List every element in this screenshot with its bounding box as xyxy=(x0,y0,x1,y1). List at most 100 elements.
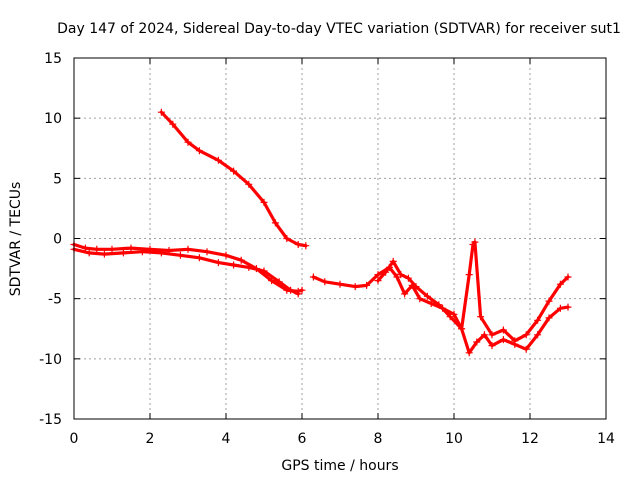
data-point xyxy=(294,241,302,248)
tick-layer: 0 2 4 6 8 10 12 14 -15 -10 -5 0 5 10 15 xyxy=(39,51,615,447)
y-tick-label: -15 xyxy=(39,412,62,428)
data-point xyxy=(435,301,443,309)
data-point xyxy=(351,283,359,291)
data-point xyxy=(222,251,230,259)
data-point xyxy=(138,248,146,256)
data-point xyxy=(488,331,496,339)
series-track-d xyxy=(374,238,572,345)
x-axis-label: GPS time / hours xyxy=(281,458,398,474)
data-point xyxy=(363,281,371,289)
data-point xyxy=(127,244,135,252)
x-tick-label: 14 xyxy=(597,431,615,447)
chart-title: Day 147 of 2024, Sidereal Day-to-day VTE… xyxy=(57,21,621,37)
data-point xyxy=(488,342,496,350)
data-point xyxy=(450,310,458,318)
data-point xyxy=(465,349,473,357)
data-point xyxy=(423,292,431,300)
series-trace xyxy=(159,110,308,248)
data-point xyxy=(169,120,177,128)
data-point xyxy=(522,331,530,339)
data-point xyxy=(260,267,268,275)
series-layer xyxy=(70,108,572,357)
data-point xyxy=(336,280,344,288)
series-track-a xyxy=(70,241,306,295)
data-point xyxy=(245,263,253,271)
data-point xyxy=(93,245,101,253)
data-point xyxy=(564,303,572,311)
data-point xyxy=(545,314,553,322)
data-point xyxy=(157,108,165,116)
data-point xyxy=(157,249,165,257)
series-track-c xyxy=(309,263,572,357)
data-point xyxy=(119,249,127,257)
data-point xyxy=(389,257,397,265)
data-point xyxy=(321,278,329,286)
data-point xyxy=(203,248,211,256)
x-tick-label: 0 xyxy=(70,431,79,447)
x-tick-label: 12 xyxy=(521,431,539,447)
data-point xyxy=(480,331,488,339)
data-point xyxy=(522,345,530,353)
series-track-b xyxy=(70,245,302,298)
x-tick-label: 6 xyxy=(298,431,307,447)
data-point xyxy=(374,277,382,285)
data-point xyxy=(446,313,454,321)
data-point xyxy=(465,271,473,279)
data-point xyxy=(404,274,412,282)
data-point xyxy=(184,138,192,146)
data-point xyxy=(275,278,283,286)
data-point xyxy=(195,147,203,155)
data-point xyxy=(412,283,420,291)
data-point xyxy=(545,297,553,305)
data-point xyxy=(283,235,291,242)
series-track-high xyxy=(157,108,310,250)
data-point xyxy=(564,273,572,281)
y-axis-label: SDTVAR / TECUs xyxy=(8,182,24,297)
data-point xyxy=(271,219,279,227)
data-point xyxy=(534,331,542,339)
y-tick-label: 10 xyxy=(44,111,62,127)
data-point xyxy=(382,268,390,276)
data-point xyxy=(458,325,466,333)
data-point xyxy=(85,249,93,257)
data-point xyxy=(176,251,184,259)
data-point xyxy=(260,198,268,206)
data-point xyxy=(471,238,479,246)
data-point xyxy=(393,273,401,281)
x-tick-label: 10 xyxy=(445,431,463,447)
data-point xyxy=(214,259,222,267)
data-point xyxy=(374,271,382,279)
data-point xyxy=(245,180,253,188)
series-trace xyxy=(72,242,304,293)
data-point xyxy=(309,273,317,281)
data-point xyxy=(214,156,222,164)
data-point xyxy=(108,245,116,253)
data-point xyxy=(184,245,192,253)
data-point xyxy=(237,256,245,264)
data-point xyxy=(298,286,306,294)
data-point xyxy=(230,261,238,269)
data-point xyxy=(499,336,507,344)
x-tick-label: 8 xyxy=(374,431,383,447)
y-tick-label: -10 xyxy=(39,352,62,368)
data-point xyxy=(556,304,564,312)
x-tick-label: 2 xyxy=(146,431,155,447)
data-point xyxy=(195,254,203,262)
data-point xyxy=(397,271,405,279)
data-point xyxy=(556,280,564,288)
y-tick-label: -5 xyxy=(48,292,62,308)
series-trace xyxy=(376,240,570,343)
y-tick-label: 0 xyxy=(53,232,62,248)
data-point xyxy=(100,250,108,258)
y-tick-label: 5 xyxy=(53,171,62,187)
data-point xyxy=(401,290,409,298)
data-point xyxy=(302,242,310,250)
data-point xyxy=(511,337,519,345)
data-point xyxy=(534,316,542,324)
grid-layer xyxy=(74,58,606,419)
data-point xyxy=(499,326,507,334)
data-point xyxy=(294,290,302,298)
data-point xyxy=(477,313,485,321)
series-trace xyxy=(311,265,570,355)
